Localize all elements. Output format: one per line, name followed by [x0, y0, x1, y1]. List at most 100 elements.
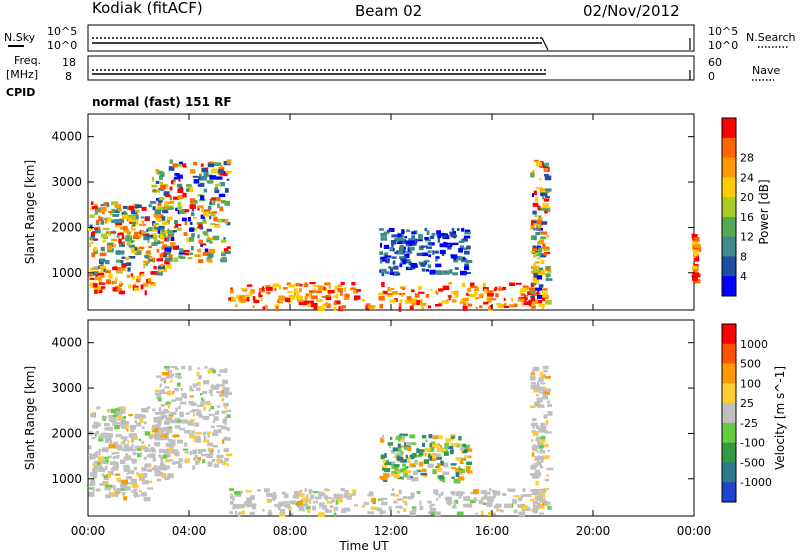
velocity-scatter-cell [126, 428, 129, 432]
velocity-scatter-cell [170, 411, 177, 415]
velocity-scatter-cell [329, 505, 334, 509]
velocity-scatter-cell [381, 476, 388, 481]
power-scatter-cell [91, 206, 98, 209]
velocity-scatter-cell [545, 423, 548, 426]
nsky-panel-frame [87, 24, 695, 52]
power-scatter-cell [530, 172, 535, 178]
velocity-scatter-cell [440, 491, 444, 496]
velocity-scatter-cell [235, 493, 242, 497]
power-scatter-cell [104, 219, 108, 224]
velocity-scatter-cell [370, 506, 378, 510]
power-scatter-cell [218, 182, 221, 186]
power-scatter-cell [126, 262, 132, 266]
velocity-scatter-cell [333, 512, 337, 518]
power-scatter-cell [221, 239, 227, 243]
velocity-scatter-cell [229, 495, 234, 500]
power-scatter-cell [435, 304, 442, 307]
velocity-scatter-cell [304, 488, 307, 492]
power-scatter-cell [89, 282, 96, 287]
power-scatter-cell [229, 297, 237, 302]
power-scatter-cell [409, 246, 415, 251]
velocity-scatter-cell [116, 487, 122, 493]
velocity-scatter-cell [119, 444, 123, 448]
velocity-scatter-cell [446, 500, 453, 505]
power-scatter-cell [390, 240, 397, 245]
power-scatter-cell [411, 289, 415, 293]
velocity-scatter-cell [458, 466, 461, 470]
power-scatter-cell [99, 265, 107, 269]
velocity-scatter-cell [361, 505, 366, 508]
velocity-scatter-cell [105, 484, 112, 488]
power-scatter-cell [334, 300, 341, 305]
power-scatter-cell [313, 305, 318, 310]
power-scatter-cell [202, 219, 207, 223]
power-scatter-cell [134, 220, 139, 225]
power-scatter-cell [198, 259, 204, 263]
velocity-scatter-cell [442, 448, 447, 452]
power-scatter-cell [178, 252, 186, 255]
velocity-scatter-cell [156, 394, 161, 399]
power-scatter-cell [162, 233, 166, 238]
velocity-scatter-cell [174, 387, 179, 392]
power-scatter-cell [141, 230, 147, 234]
velocity-scatter-cell [544, 478, 550, 482]
power-colorbar-tick-label: 28 [740, 152, 754, 165]
velocity-scatter-cell [161, 429, 164, 433]
velocity-scatter-cell [531, 445, 538, 451]
power-scatter-cell [434, 259, 438, 262]
velocity-scatter-cell [152, 408, 156, 412]
velocity-scatter-cell [534, 490, 541, 493]
velocity-scatter-cell [410, 492, 415, 496]
power-scatter-cell [148, 227, 155, 232]
power-scatter-cell [125, 237, 132, 242]
velocity-scatter-cell [538, 492, 545, 498]
power-scatter-cell [545, 273, 551, 278]
velocity-scatter-cell [132, 480, 137, 485]
power-scatter-cell [246, 284, 253, 287]
velocity-scatter-cell [141, 440, 144, 444]
velocity-colorbar-swatch [722, 403, 736, 424]
velocity-scatter-cell [405, 456, 411, 461]
power-scatter-cell [197, 207, 200, 211]
velocity-scatter-cell [530, 405, 536, 409]
velocity-scatter-cell [204, 417, 209, 421]
power-scatter-cell [532, 210, 537, 215]
power-scatter-cell [262, 306, 267, 311]
power-scatter-cell [405, 300, 412, 304]
power-scatter-cell [425, 294, 430, 298]
velocity-scatter-cell [539, 463, 542, 469]
velocity-scatter-cell [475, 512, 478, 515]
power-scatter-cell [106, 202, 110, 208]
power-scatter-cell [164, 257, 172, 262]
velocity-scatter-cell [271, 494, 277, 500]
velocity-scatter-cell [213, 416, 219, 421]
power-scatter-cell [120, 260, 124, 263]
power-scatter-cell [285, 297, 291, 303]
velocity-scatter-cell [351, 493, 356, 496]
velocity-scatter-cell [189, 395, 194, 398]
power-scatter-cell [539, 177, 542, 181]
velocity-scatter-cell [179, 411, 184, 416]
velocity-scatter-cell [158, 471, 163, 476]
power-scatter-cell [406, 296, 412, 301]
power-scatter-cell [188, 217, 191, 222]
power-scatter-cell [401, 229, 405, 235]
power-scatter-cell [210, 222, 216, 226]
power-scatter-cell [287, 291, 293, 294]
velocity-scatter-cell [143, 415, 147, 419]
power-scatter-cell [131, 227, 136, 231]
velocity-scatter-cell [427, 453, 431, 459]
velocity-scatter-cell [151, 428, 159, 433]
power-scatter-cell [351, 287, 356, 290]
velocity-scatter-cell [530, 489, 537, 492]
power-scatter-cell [388, 266, 391, 269]
velocity-scatter-cell [194, 455, 199, 460]
power-scatter-cell [94, 227, 98, 230]
velocity-scatter-cell [138, 438, 142, 442]
velocity-scatter-cell [346, 495, 352, 500]
power-scatter-cell [466, 292, 469, 296]
velocity-scatter-cell [198, 451, 203, 454]
power-scatter-cell [176, 183, 183, 188]
velocity-scatter-cell [116, 477, 121, 482]
power-scatter-cell [470, 293, 476, 298]
